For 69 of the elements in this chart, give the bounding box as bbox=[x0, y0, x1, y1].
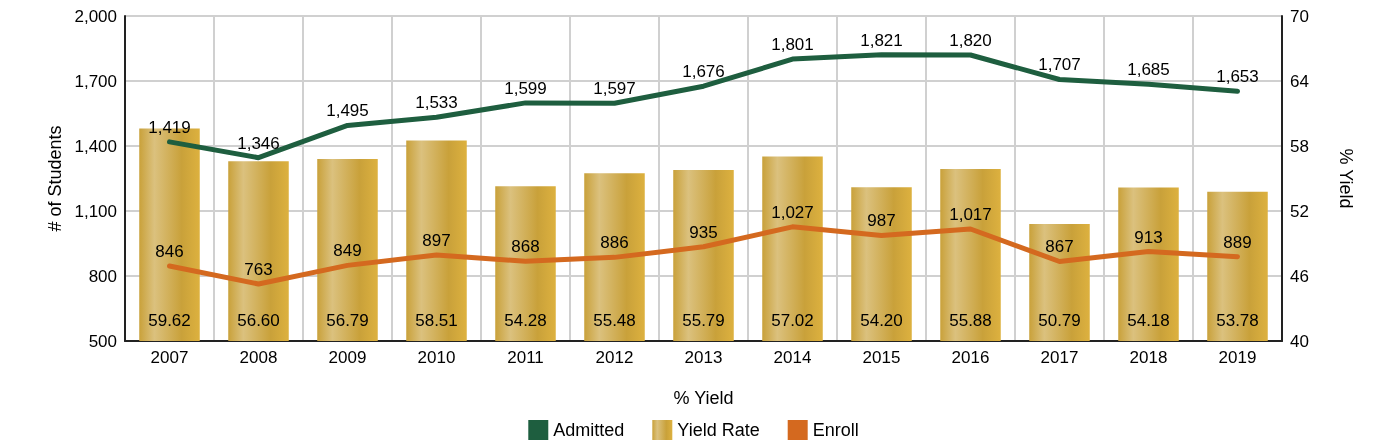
legend-label: Enroll bbox=[812, 420, 859, 440]
data-label: 1,346 bbox=[237, 133, 280, 153]
x-tick-label: 2010 bbox=[417, 348, 456, 367]
data-label: 849 bbox=[333, 241, 362, 261]
data-label: 913 bbox=[1134, 227, 1163, 247]
data-label: 889 bbox=[1223, 232, 1252, 252]
x-tick-label: 2012 bbox=[595, 348, 634, 367]
data-label: 867 bbox=[1045, 237, 1074, 257]
x-tick-label: 2008 bbox=[239, 348, 278, 367]
data-label: 1,599 bbox=[504, 78, 547, 98]
y2-tick-label: 52 bbox=[1290, 201, 1309, 221]
x-tick-label: 2019 bbox=[1218, 348, 1257, 367]
x-tick-label: 2007 bbox=[150, 348, 189, 367]
data-label: 54.18 bbox=[1127, 311, 1170, 330]
x-tick-label: 2017 bbox=[1040, 348, 1079, 367]
data-label: 1,820 bbox=[949, 31, 992, 50]
data-label: 54.20 bbox=[860, 311, 903, 330]
y-tick-label: 800 bbox=[88, 266, 117, 286]
data-label: 55.88 bbox=[949, 311, 992, 330]
data-label: 54.28 bbox=[504, 311, 547, 330]
y2-tick-label: 40 bbox=[1290, 331, 1309, 351]
data-label: 1,821 bbox=[860, 30, 903, 50]
data-label: 58.51 bbox=[415, 311, 458, 330]
data-label: 59.62 bbox=[148, 311, 191, 330]
x-axis-title: % Yield bbox=[673, 388, 734, 408]
x-tick-label: 2013 bbox=[684, 348, 723, 367]
y-tick-label: 2,000 bbox=[74, 6, 117, 26]
x-tick-label: 2018 bbox=[1129, 348, 1168, 367]
y-tick-label: 1,100 bbox=[74, 201, 117, 221]
x-tick-label: 2011 bbox=[507, 348, 544, 367]
data-label: 1,495 bbox=[326, 101, 369, 121]
data-label: 1,017 bbox=[949, 204, 992, 224]
data-label: 1,685 bbox=[1127, 60, 1170, 80]
data-label: 987 bbox=[867, 211, 896, 231]
data-label: 56.60 bbox=[237, 311, 280, 330]
data-label: 1,533 bbox=[415, 93, 458, 113]
data-label: 886 bbox=[600, 233, 629, 253]
y-tick-label: 1,400 bbox=[74, 136, 117, 156]
y2-tick-label: 58 bbox=[1290, 136, 1309, 156]
data-label: 1,027 bbox=[771, 202, 814, 222]
data-label: 1,653 bbox=[1216, 67, 1259, 87]
data-label: 1,707 bbox=[1038, 55, 1081, 75]
x-tick-label: 2016 bbox=[951, 348, 990, 367]
data-label: 1,676 bbox=[682, 62, 725, 82]
data-label: 846 bbox=[155, 242, 184, 262]
data-label: 868 bbox=[511, 237, 540, 257]
data-label: 55.48 bbox=[593, 311, 636, 330]
legend-label: Admitted bbox=[553, 420, 625, 440]
data-label: 897 bbox=[422, 230, 451, 250]
legend-label: Yield Rate bbox=[677, 420, 760, 440]
y2-axis-title: % Yield bbox=[1336, 148, 1356, 209]
data-label: 56.79 bbox=[326, 311, 369, 330]
data-label: 53.78 bbox=[1216, 311, 1259, 330]
data-label: 1,597 bbox=[593, 79, 636, 99]
data-label: 1,801 bbox=[771, 35, 814, 55]
x-tick-label: 2014 bbox=[773, 348, 812, 367]
y2-tick-label: 46 bbox=[1290, 266, 1309, 286]
data-label: 935 bbox=[689, 222, 718, 242]
x-tick-label: 2015 bbox=[862, 348, 901, 367]
y-tick-label: 500 bbox=[88, 331, 117, 351]
data-label: 55.79 bbox=[682, 311, 725, 330]
data-label: 57.02 bbox=[771, 311, 814, 330]
y2-tick-label: 64 bbox=[1290, 71, 1309, 91]
y-axis-title: # of Students bbox=[44, 125, 65, 232]
x-tick-label: 2009 bbox=[328, 348, 367, 367]
data-label: 763 bbox=[244, 260, 273, 280]
y2-tick-label: 70 bbox=[1290, 6, 1309, 26]
y-tick-label: 1,700 bbox=[74, 71, 117, 91]
data-label: 50.79 bbox=[1038, 311, 1081, 330]
